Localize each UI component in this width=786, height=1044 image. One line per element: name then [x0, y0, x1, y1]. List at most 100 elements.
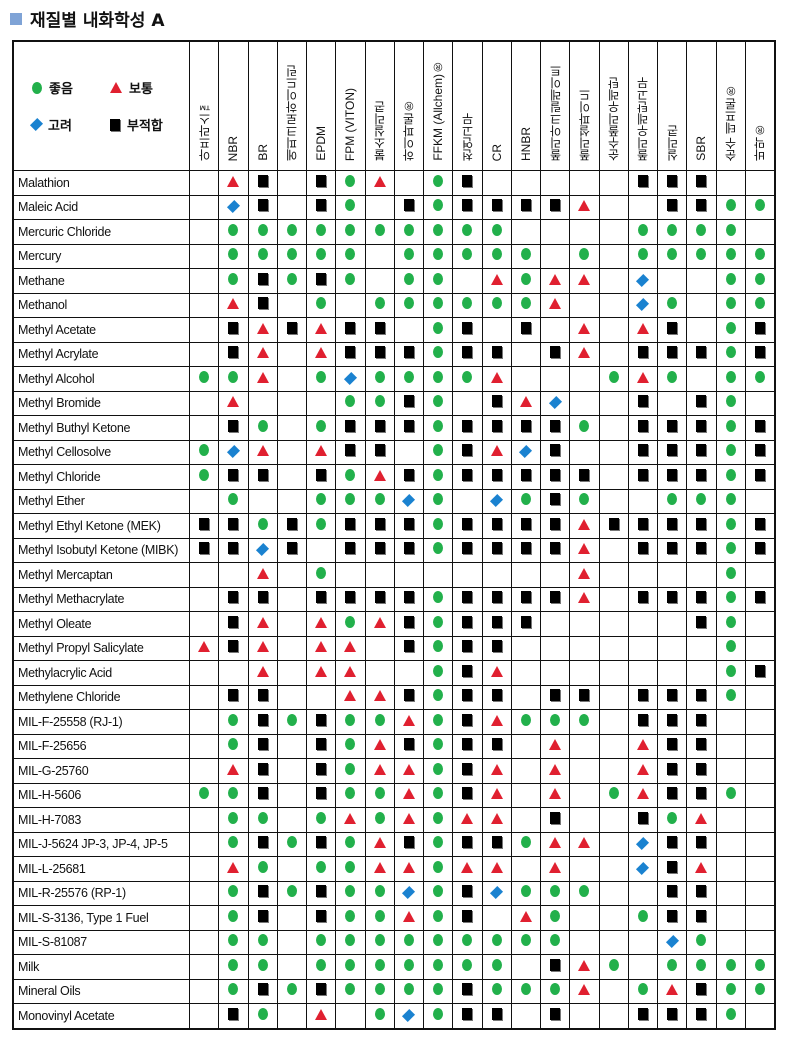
- rating-cell: [539, 856, 571, 882]
- rating-cell: [569, 439, 600, 465]
- circle-icon: [550, 885, 561, 898]
- diamond-icon: [402, 886, 416, 900]
- square-icon: [316, 468, 327, 481]
- rating-cell: [364, 415, 395, 441]
- circle-icon: [520, 885, 531, 898]
- rating-cell: [452, 292, 483, 318]
- column-header: 바막®: [744, 40, 776, 171]
- rating-cell: [247, 366, 278, 392]
- square-icon: [667, 468, 678, 481]
- rating-cell: [218, 488, 249, 514]
- rating-cell: [481, 684, 512, 710]
- rating-cell: [539, 758, 571, 784]
- rating-cell: [715, 488, 746, 514]
- rating-cell: [598, 831, 629, 857]
- square-icon: [345, 591, 356, 604]
- square-icon: [491, 1007, 502, 1020]
- rating-cell: [569, 611, 600, 637]
- circle-icon: [316, 223, 327, 236]
- rating-cell: [393, 782, 425, 808]
- column-header-label: BR: [255, 144, 270, 161]
- circle-icon: [228, 787, 239, 800]
- circle-icon: [725, 493, 736, 506]
- rating-cell: [656, 880, 688, 906]
- circle-icon: [462, 934, 473, 947]
- rating-cell: [335, 439, 366, 465]
- circle-icon: [725, 321, 736, 334]
- rating-cell: [627, 660, 659, 686]
- table-row: Mercuric Chloride: [12, 219, 776, 245]
- circle-icon: [286, 983, 297, 996]
- rating-cell: [598, 194, 629, 220]
- square-icon: [696, 468, 707, 481]
- circle-icon: [608, 958, 619, 971]
- rating-cell: [452, 978, 483, 1004]
- circle-icon: [520, 493, 531, 506]
- rating-cell: [656, 194, 688, 220]
- rating-cell: [656, 929, 688, 955]
- circle-icon: [316, 566, 327, 579]
- square-icon: [520, 542, 531, 555]
- rating-cell: [569, 464, 600, 490]
- rating-cell: [247, 782, 278, 808]
- chemical-name: Methyl Chloride: [12, 464, 190, 490]
- header-row: 좋음 보통 고려 부적합 아프라스™ NBR BR 에피크로하이드린 EPDM FPM (…: [12, 40, 776, 171]
- rating-cell: [627, 415, 659, 441]
- rating-cell: [656, 317, 688, 343]
- rating-cell: [276, 635, 308, 661]
- rating-cell: [715, 635, 746, 661]
- column-header-label: 폴리설파이드: [577, 89, 592, 161]
- chemical-name: Methyl Bromide: [12, 390, 190, 416]
- table-row: Methyl Ethyl Ketone (MEK): [12, 513, 776, 539]
- rating-cell: [452, 562, 483, 588]
- circle-icon: [228, 958, 239, 971]
- circle-icon: [403, 934, 414, 947]
- square-icon: [403, 542, 414, 555]
- rating-cell: [539, 635, 571, 661]
- rating-cell: [335, 709, 366, 735]
- triangle-icon: [373, 861, 386, 873]
- circle-icon: [550, 983, 561, 996]
- square-icon: [696, 444, 707, 457]
- rating-cell: [510, 366, 542, 392]
- rating-cell: [539, 1003, 571, 1029]
- triangle-icon: [373, 616, 386, 628]
- table-row: Methylene Chloride: [12, 684, 776, 710]
- rating-cell: [539, 317, 571, 343]
- rating-cell: [276, 660, 308, 686]
- triangle-icon: [549, 298, 562, 310]
- rating-cell: [218, 660, 249, 686]
- table-row: MIL-G-25760: [12, 758, 776, 784]
- rating-cell: [627, 635, 659, 661]
- table-row: Mineral Oils: [12, 978, 776, 1004]
- triangle-icon: [490, 714, 503, 726]
- table-row: Malathion: [12, 170, 776, 196]
- rating-cell: [686, 758, 717, 784]
- circle-icon: [520, 983, 531, 996]
- triangle-icon: [227, 298, 240, 310]
- square-icon: [316, 713, 327, 726]
- chemical-name: Methyl Mercaptan: [12, 562, 190, 588]
- rating-cell: [656, 390, 688, 416]
- circle-icon: [228, 909, 239, 922]
- circle-icon: [199, 787, 210, 800]
- triangle-icon: [695, 812, 708, 824]
- rating-cell: [364, 586, 395, 612]
- rating-cell: [656, 856, 688, 882]
- rating-cell: [247, 292, 278, 318]
- rating-cell: [481, 170, 512, 196]
- circle-icon: [345, 713, 356, 726]
- rating-cell: [247, 464, 278, 490]
- table-row: Methyl Propyl Salicylate: [12, 635, 776, 661]
- square-icon: [550, 591, 561, 604]
- circle-icon: [345, 248, 356, 261]
- circle-icon: [374, 934, 385, 947]
- rating-cell: [715, 366, 746, 392]
- chemical-name: MIL-H-7083: [12, 807, 190, 833]
- rating-cell: [247, 807, 278, 833]
- rating-cell: [656, 464, 688, 490]
- rating-cell: [393, 219, 425, 245]
- chemical-name: Mercuric Chloride: [12, 219, 190, 245]
- circle-icon: [286, 248, 297, 261]
- circle-icon: [491, 934, 502, 947]
